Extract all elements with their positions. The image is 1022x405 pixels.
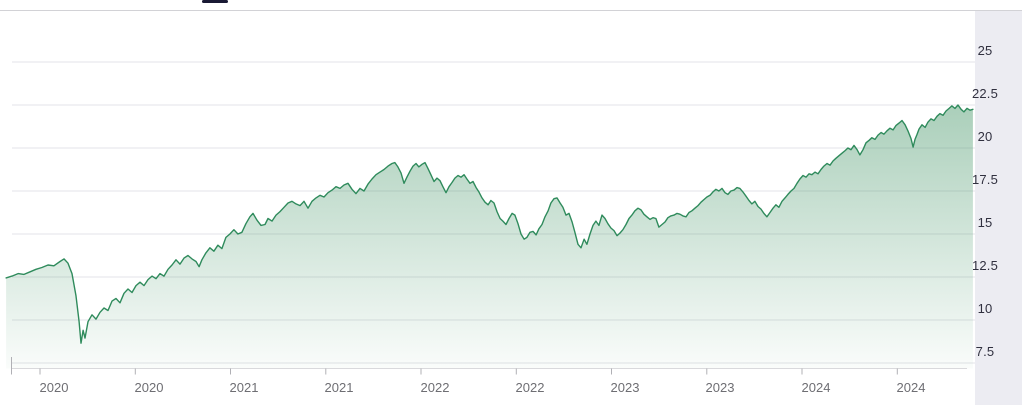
y-axis-label: 12.5 xyxy=(971,258,999,273)
x-axis-label: 2020 xyxy=(134,380,164,395)
y-axis-label: 17.5 xyxy=(971,172,999,187)
y-axis-label: 20 xyxy=(977,129,993,144)
x-axis xyxy=(11,357,967,375)
area-fill xyxy=(6,105,973,369)
active-tab-indicator xyxy=(202,0,228,3)
y-axis-label: 7.5 xyxy=(975,344,995,359)
price-line xyxy=(5,104,974,344)
y-axis-label: 22.5 xyxy=(971,86,999,101)
x-axis-label: 2021 xyxy=(324,380,354,395)
x-axis-label: 2020 xyxy=(39,380,69,395)
x-axis-label: 2024 xyxy=(896,380,926,395)
y-axis-panel xyxy=(975,11,1022,405)
y-axis-label: 10 xyxy=(977,301,993,316)
x-axis-label: 2023 xyxy=(705,380,735,395)
header-divider xyxy=(0,10,1022,11)
y-axis-label: 25 xyxy=(977,43,993,58)
x-axis-label: 2021 xyxy=(229,380,259,395)
x-axis-label: 2023 xyxy=(610,380,640,395)
y-axis-label: 15 xyxy=(977,215,993,230)
x-axis-label: 2024 xyxy=(801,380,831,395)
x-axis-label: 2022 xyxy=(515,380,545,395)
x-axis-label: 2022 xyxy=(420,380,450,395)
